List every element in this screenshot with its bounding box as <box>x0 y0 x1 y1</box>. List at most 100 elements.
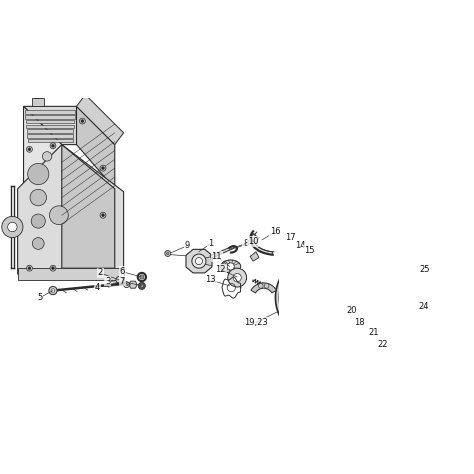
Polygon shape <box>287 259 301 268</box>
Polygon shape <box>251 283 276 293</box>
Circle shape <box>100 165 106 171</box>
Circle shape <box>8 222 17 232</box>
Polygon shape <box>250 234 259 244</box>
Circle shape <box>51 289 55 292</box>
Text: 13: 13 <box>205 275 216 284</box>
Circle shape <box>101 167 104 170</box>
Wedge shape <box>401 255 412 273</box>
Circle shape <box>287 267 348 328</box>
Circle shape <box>350 298 375 324</box>
Circle shape <box>233 273 241 282</box>
Circle shape <box>354 302 371 319</box>
Polygon shape <box>24 106 115 145</box>
Circle shape <box>192 254 206 268</box>
Circle shape <box>28 148 31 151</box>
Text: 9: 9 <box>184 241 190 250</box>
Circle shape <box>50 143 56 149</box>
Circle shape <box>402 298 416 311</box>
Circle shape <box>359 307 366 314</box>
Circle shape <box>374 324 391 340</box>
Text: 14: 14 <box>295 241 305 250</box>
Wedge shape <box>409 305 427 315</box>
Ellipse shape <box>221 260 241 273</box>
Text: 22: 22 <box>377 340 388 349</box>
Polygon shape <box>32 98 44 106</box>
Polygon shape <box>62 145 115 268</box>
Circle shape <box>279 259 356 337</box>
Polygon shape <box>186 249 212 273</box>
Circle shape <box>405 266 419 280</box>
Text: 5: 5 <box>37 293 43 302</box>
Polygon shape <box>76 95 124 145</box>
Circle shape <box>264 283 269 288</box>
Text: 25: 25 <box>419 265 430 274</box>
Circle shape <box>49 206 68 225</box>
Text: 16: 16 <box>270 227 281 236</box>
Circle shape <box>363 316 366 319</box>
Circle shape <box>366 314 370 317</box>
Polygon shape <box>26 125 74 128</box>
Wedge shape <box>412 273 430 284</box>
Text: 12: 12 <box>216 265 226 274</box>
Circle shape <box>366 325 370 328</box>
Wedge shape <box>392 305 409 315</box>
Polygon shape <box>205 256 212 266</box>
Circle shape <box>227 263 234 270</box>
Circle shape <box>27 146 32 152</box>
Circle shape <box>27 164 49 184</box>
Circle shape <box>30 189 46 206</box>
Circle shape <box>140 284 144 288</box>
Wedge shape <box>399 305 409 322</box>
Circle shape <box>258 283 263 288</box>
Polygon shape <box>25 110 75 114</box>
Wedge shape <box>393 273 412 284</box>
Wedge shape <box>412 255 423 273</box>
Circle shape <box>301 281 334 314</box>
Text: 18: 18 <box>354 318 365 327</box>
Circle shape <box>80 118 85 124</box>
Wedge shape <box>409 294 427 305</box>
Wedge shape <box>409 305 419 322</box>
Polygon shape <box>250 233 273 255</box>
Circle shape <box>2 217 23 237</box>
Polygon shape <box>27 129 73 133</box>
Polygon shape <box>25 115 75 118</box>
Text: 7: 7 <box>120 277 125 286</box>
Circle shape <box>228 268 246 287</box>
Polygon shape <box>286 244 293 249</box>
Polygon shape <box>36 93 41 98</box>
Circle shape <box>27 265 32 271</box>
Text: 24: 24 <box>419 302 429 311</box>
Wedge shape <box>409 287 419 305</box>
Polygon shape <box>27 139 73 142</box>
Polygon shape <box>26 120 74 123</box>
Circle shape <box>307 287 328 308</box>
Circle shape <box>125 283 128 286</box>
Circle shape <box>367 318 373 324</box>
Circle shape <box>100 212 106 218</box>
Polygon shape <box>129 281 137 288</box>
Polygon shape <box>18 145 124 274</box>
Circle shape <box>195 257 202 264</box>
Text: 20: 20 <box>346 306 357 315</box>
Wedge shape <box>412 273 423 292</box>
Circle shape <box>291 257 298 264</box>
Circle shape <box>31 214 46 228</box>
Circle shape <box>370 325 373 328</box>
Polygon shape <box>298 251 305 259</box>
Circle shape <box>52 144 55 147</box>
Text: 6: 6 <box>120 267 125 276</box>
Circle shape <box>373 323 376 327</box>
Polygon shape <box>250 252 259 261</box>
Circle shape <box>49 286 57 295</box>
Text: 8: 8 <box>243 239 249 248</box>
Text: 11: 11 <box>211 252 222 261</box>
Text: 1: 1 <box>208 239 213 248</box>
Text: 3: 3 <box>105 277 110 286</box>
Wedge shape <box>393 262 412 273</box>
Circle shape <box>28 267 31 270</box>
Circle shape <box>116 276 123 283</box>
Polygon shape <box>283 251 291 259</box>
Polygon shape <box>27 134 73 137</box>
Text: 21: 21 <box>368 328 379 337</box>
